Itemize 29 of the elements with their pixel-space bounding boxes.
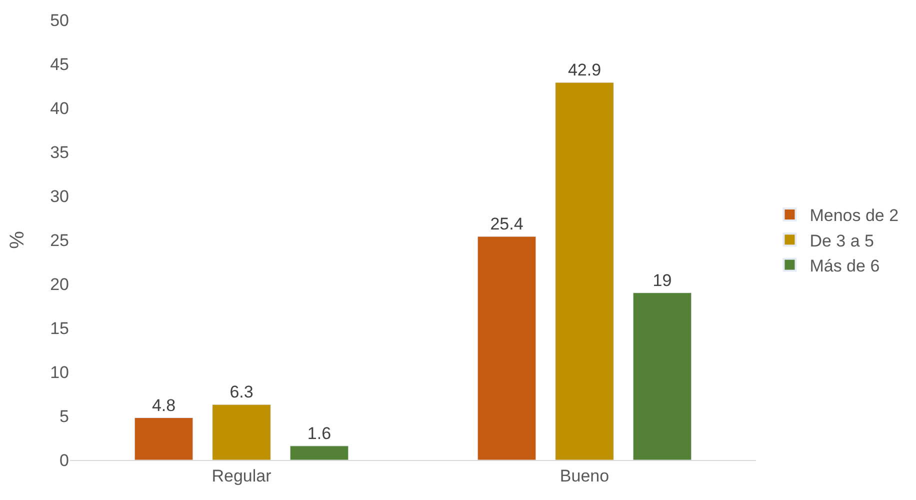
y-tick-label: 30 [50, 186, 69, 206]
y-tick-label: 0 [60, 450, 69, 470]
y-axis-title: % [6, 230, 29, 249]
y-tick-label: 40 [50, 98, 69, 118]
legend-label: Más de 6 [810, 256, 880, 276]
y-tick-label: 10 [50, 362, 69, 382]
data-label: 6.3 [230, 382, 254, 402]
bar [632, 292, 692, 460]
bar [134, 418, 194, 460]
bar [477, 236, 536, 460]
data-label: 4.8 [152, 396, 176, 415]
data-label: 1.6 [307, 424, 332, 443]
x-tick-label: Regular [212, 466, 272, 486]
bar [555, 82, 614, 460]
y-tick-label: 45 [50, 54, 69, 74]
y-tick-label: 20 [50, 274, 69, 294]
y-tick-label: 50 [50, 10, 69, 30]
y-tick-label: 15 [50, 318, 69, 338]
legend-label: De 3 a 5 [810, 231, 874, 250]
data-label: 19 [652, 270, 672, 290]
data-label: 25.4 [490, 214, 524, 234]
y-tick-label: 5 [60, 406, 69, 426]
data-label: 42.9 [568, 60, 602, 80]
y-tick-label: 35 [50, 142, 69, 162]
legend-label: Menos de 2 [810, 206, 899, 226]
y-tick-label: 25 [50, 230, 69, 250]
x-tick-label: Bueno [560, 466, 610, 486]
bar [212, 404, 271, 460]
bar [290, 446, 349, 460]
